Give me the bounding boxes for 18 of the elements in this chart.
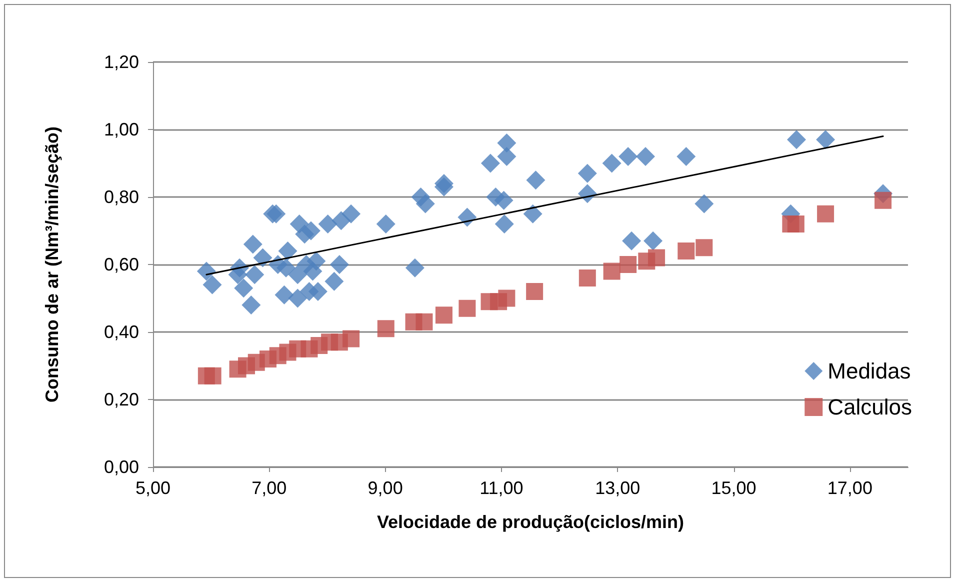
legend-label: Calculos — [828, 394, 912, 420]
y-axis-title: Consumo de ar (Nm³/min/seção) — [42, 126, 62, 403]
x-tick-label: 5,00 — [135, 478, 171, 498]
x-tick-label: 17,00 — [827, 478, 872, 498]
y-tick-label: 1,00 — [104, 120, 139, 140]
x-tick-label: 7,00 — [252, 478, 287, 498]
x-tick-label: 9,00 — [368, 478, 403, 498]
y-tick-label: 0,20 — [104, 390, 139, 410]
x-tick-label: 15,00 — [711, 478, 756, 498]
legend-label: Medidas — [828, 358, 911, 384]
y-tick-label: 0,40 — [104, 322, 139, 342]
x-axis-title: Velocidade de produção(ciclos/min) — [376, 512, 684, 532]
y-tick-label: 0,00 — [104, 457, 139, 477]
y-tick-label: 0,60 — [104, 254, 139, 274]
y-tick-label: 0,80 — [104, 187, 139, 207]
y-tick-label: 1,20 — [104, 52, 139, 72]
x-tick-label: 13,00 — [595, 478, 640, 498]
x-tick-label: 11,00 — [480, 478, 524, 498]
